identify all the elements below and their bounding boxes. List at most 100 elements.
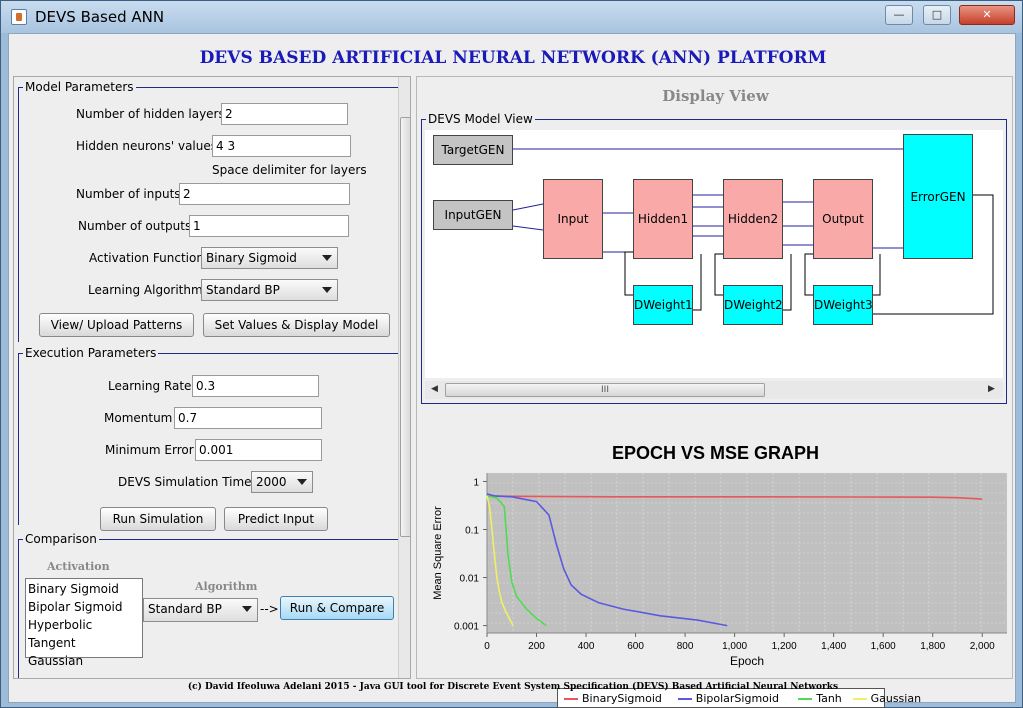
- mse-chart: 0 200 400 600 800 1,000 1,200 1,400 1,600 1,800 2,…: [432, 472, 1008, 668]
- window-title: DEVS Based ANN: [35, 8, 165, 26]
- java-app-icon: [11, 9, 27, 25]
- close-button[interactable]: ✕: [959, 5, 1015, 25]
- inputs-label: Number of inputs: [76, 187, 181, 201]
- chevron-down-icon: [322, 255, 332, 261]
- y-tick-label: 0.1: [465, 525, 479, 536]
- series-line-bipolarsigmoid: [486, 493, 728, 627]
- x-tick-label: 1,400: [821, 641, 846, 652]
- hidden-layers-input[interactable]: 2: [221, 103, 348, 125]
- run-simulation-button[interactable]: Run Simulation: [100, 507, 216, 531]
- execution-parameters-group: Execution Parameters Learning Rate 0.3 M…: [18, 346, 398, 531]
- execution-parameters-title: Execution Parameters: [23, 346, 159, 360]
- dweight2-label: DWeight2: [724, 298, 783, 312]
- momentum-label: Momentum: [104, 411, 173, 425]
- dweight1-label: DWeight1: [634, 298, 693, 312]
- targetgen-block[interactable]: TargetGEN: [433, 135, 513, 165]
- parameters-panel: Model Parameters Number of hidden layers…: [13, 76, 411, 679]
- sim-time-select[interactable]: 2000: [251, 471, 313, 493]
- hidden-layers-label: Number of hidden layers: [76, 107, 225, 121]
- list-item[interactable]: Binary Sigmoid: [28, 582, 119, 596]
- display-panel: Display View DEVS Model View: [416, 76, 1013, 708]
- arrow-label: -->: [260, 602, 279, 616]
- hidden-neurons-label: Hidden neurons' values: [76, 139, 217, 153]
- y-tick-label: 1: [473, 477, 479, 488]
- list-item[interactable]: Hyperbolic Tangent: [28, 618, 93, 650]
- inputgen-block[interactable]: InputGEN: [433, 200, 513, 230]
- devs-model-view: DEVS Model View: [421, 112, 1007, 404]
- x-tick-label: 400: [578, 641, 595, 652]
- x-tick-label: 2,000: [970, 641, 995, 652]
- min-error-label: Minimum Error: [105, 443, 194, 457]
- activation-select[interactable]: Binary Sigmoid: [201, 247, 338, 269]
- inputgen-label: InputGEN: [444, 208, 502, 222]
- x-tick-label: 0: [484, 641, 490, 652]
- chevron-down-icon: [297, 479, 307, 485]
- hidden2-block[interactable]: Hidden2: [723, 179, 783, 259]
- activation-list[interactable]: Binary Sigmoid Bipolar Sigmoid Hyperboli…: [25, 578, 143, 668]
- display-view-title: Display View: [662, 87, 769, 105]
- sim-time-label: DEVS Simulation Time: [118, 475, 252, 489]
- compare-algorithm-value: Standard BP: [148, 602, 222, 616]
- sim-time-select-value: 2000: [256, 475, 287, 489]
- learning-rate-label: Learning Rate: [108, 379, 192, 393]
- x-tick-label: 1,000: [722, 641, 747, 652]
- legend-swatch: [564, 698, 578, 700]
- upload-patterns-button[interactable]: View/ Upload Patterns: [39, 313, 194, 337]
- minimize-button[interactable]: —: [885, 5, 913, 25]
- inputs-input[interactable]: 2: [179, 183, 350, 205]
- comparison-group: Comparison Activation Binary Sigmoid Bip…: [18, 532, 398, 678]
- y-tick-label: 0.001: [454, 622, 479, 633]
- footer-text: (c) David Ifeoluwa Adelani 2015 - Java G…: [187, 682, 839, 692]
- title-bar[interactable]: DEVS Based ANN — □ ✕: [1, 1, 1022, 33]
- model-parameters-group: Model Parameters Number of hidden layers…: [18, 80, 398, 342]
- x-tick-label: 1,200: [772, 641, 797, 652]
- scroll-left-icon[interactable]: ◀: [431, 384, 438, 394]
- min-error-input[interactable]: 0.001: [195, 439, 322, 461]
- legend-swatch: [852, 698, 867, 700]
- model-view-title: DEVS Model View: [426, 112, 535, 126]
- errorgen-label: ErrorGEN: [910, 189, 966, 204]
- model-scroll-thumb[interactable]: III: [445, 383, 765, 397]
- learning-rate-input[interactable]: 0.3: [192, 375, 319, 397]
- series-line-tanh: [486, 495, 547, 627]
- x-tick-label: 1,800: [920, 641, 945, 652]
- algorithm-header: Algorithm: [195, 580, 258, 593]
- dweight3-block[interactable]: DWeight3: [813, 285, 873, 325]
- input-block[interactable]: Input: [543, 179, 603, 259]
- set-values-button[interactable]: Set Values & Display Model: [203, 313, 390, 337]
- dweight1-block[interactable]: DWeight1: [633, 285, 693, 325]
- learning-label: Learning Algorithm: [88, 283, 203, 297]
- output-block[interactable]: Output: [813, 179, 873, 259]
- scroll-right-icon[interactable]: ▶: [988, 384, 995, 394]
- hidden1-label: Hidden1: [637, 212, 689, 226]
- legend-item: Gaussian: [852, 692, 922, 705]
- y-axis-label: Mean Square Error: [432, 506, 444, 600]
- hidden1-block[interactable]: Hidden1: [633, 179, 693, 259]
- run-compare-button[interactable]: Run & Compare: [280, 596, 394, 620]
- x-tick-label: 800: [677, 641, 694, 652]
- x-tick-label: 1,600: [871, 641, 896, 652]
- model-horizontal-scrollbar[interactable]: ◀ III ▶: [425, 381, 1003, 399]
- list-item[interactable]: Bipolar Sigmoid: [28, 600, 123, 614]
- momentum-input[interactable]: 0.7: [174, 407, 322, 429]
- legend-swatch: [677, 698, 692, 700]
- connection-lines: [512, 148, 994, 315]
- compare-algorithm-select[interactable]: Standard BP: [143, 598, 258, 622]
- model-parameters-title: Model Parameters: [23, 80, 136, 94]
- predict-input-button[interactable]: Predict Input: [224, 507, 328, 531]
- targetgen-label: TargetGEN: [441, 143, 505, 157]
- series-line-gaussian: [486, 495, 514, 626]
- outputs-input[interactable]: 1: [189, 215, 349, 237]
- dweight2-block[interactable]: DWeight2: [723, 285, 783, 325]
- vertical-scroll-thumb[interactable]: [400, 117, 410, 537]
- legend-label: Gaussian: [870, 692, 922, 705]
- left-vertical-scrollbar[interactable]: [398, 77, 410, 678]
- learning-select[interactable]: Standard BP: [201, 279, 338, 301]
- errorgen-block[interactable]: ErrorGEN: [903, 134, 973, 259]
- list-item[interactable]: Gaussian: [28, 654, 84, 668]
- page-heading: DEVS BASED ARTIFICIAL NEURAL NETWORK (AN…: [199, 48, 827, 68]
- hidden2-label: Hidden2: [727, 212, 779, 226]
- hidden-neurons-input[interactable]: 4 3: [212, 135, 351, 157]
- maximize-button[interactable]: □: [923, 5, 951, 25]
